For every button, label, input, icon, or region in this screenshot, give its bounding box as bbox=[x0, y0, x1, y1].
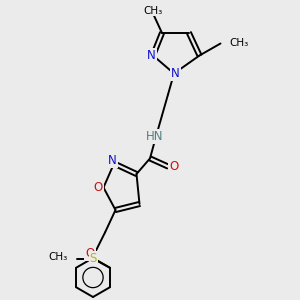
Text: O: O bbox=[94, 181, 103, 194]
Text: O: O bbox=[169, 160, 178, 173]
Text: N: N bbox=[171, 67, 180, 80]
Text: O: O bbox=[85, 247, 94, 260]
Text: CH₃: CH₃ bbox=[49, 252, 68, 262]
Text: CH₃: CH₃ bbox=[230, 38, 249, 49]
Text: HN: HN bbox=[146, 130, 163, 143]
Text: N: N bbox=[147, 49, 156, 62]
Text: CH₃: CH₃ bbox=[143, 5, 163, 16]
Text: N: N bbox=[108, 154, 117, 167]
Text: S: S bbox=[90, 252, 97, 265]
